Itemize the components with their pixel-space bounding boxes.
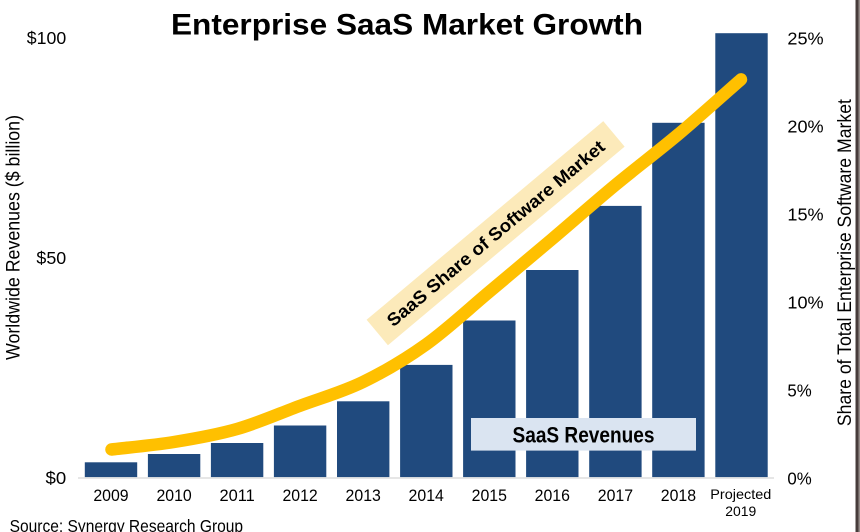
svg-text:Enterprise SaaS Market Growth: Enterprise SaaS Market Growth [171,10,643,42]
svg-text:25%: 25% [787,28,823,48]
svg-text:2012: 2012 [282,486,317,505]
svg-text:2010: 2010 [156,486,191,505]
svg-text:Projected: Projected [710,486,771,502]
svg-text:2016: 2016 [535,486,570,505]
svg-text:10%: 10% [787,292,823,312]
svg-text:2014: 2014 [409,486,444,505]
svg-text:2009: 2009 [93,486,128,505]
svg-text:$50: $50 [36,248,66,268]
svg-text:SaaS Revenues: SaaS Revenues [513,422,655,447]
svg-text:2018: 2018 [661,486,696,505]
svg-text:20%: 20% [787,116,823,136]
svg-text:Worldwide Revenues ($ billion): Worldwide Revenues ($ billion) [4,115,25,360]
svg-text:2013: 2013 [346,486,381,505]
svg-text:0%: 0% [787,468,811,488]
svg-text:2011: 2011 [219,486,254,505]
svg-text:2019: 2019 [725,503,756,519]
svg-text:5%: 5% [787,380,811,400]
svg-text:2017: 2017 [598,486,633,505]
svg-text:$0: $0 [46,468,67,488]
svg-text:2015: 2015 [472,486,507,505]
svg-text:Share of Total Enterprise Soft: Share of Total Enterprise Software Marke… [835,98,856,426]
svg-text:15%: 15% [787,204,823,224]
svg-text:$100: $100 [27,28,67,48]
svg-text:Source: Synergy Research Group: Source: Synergy Research Group [10,516,244,532]
